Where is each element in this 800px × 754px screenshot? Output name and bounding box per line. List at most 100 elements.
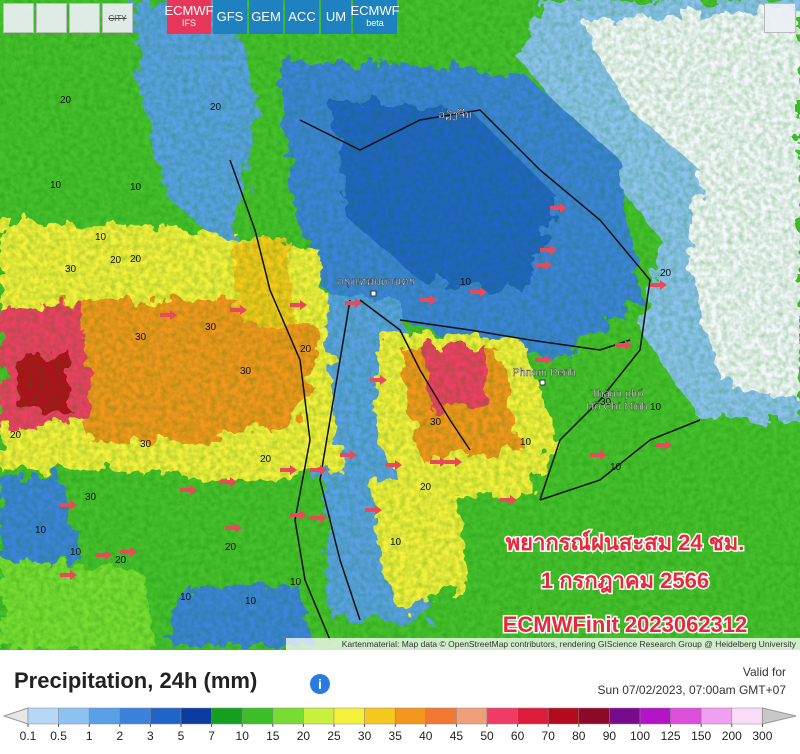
wind-arrow <box>230 305 247 315</box>
contour-label: 30 <box>85 492 97 503</box>
contour-label: 30 <box>430 417 442 428</box>
model-sublabel: IFS <box>181 18 196 28</box>
model-button[interactable]: ACC <box>285 0 319 34</box>
contour-label: 20 <box>10 430 22 441</box>
legend-title: Precipitation, 24h (mm) <box>14 668 257 693</box>
legend-swatch <box>150 707 182 725</box>
legend-tick-label: 60 <box>511 729 525 743</box>
contour-label: 30 <box>205 322 217 333</box>
legend-tick-label: 25 <box>327 729 341 743</box>
place-label: กรุงเทพมหานคร <box>337 276 415 288</box>
legend-tick-label: 35 <box>389 729 403 743</box>
model-button[interactable]: UM <box>321 0 351 34</box>
model-button[interactable]: ECMWF beta <box>350 0 400 34</box>
legend-tick-label: 100 <box>630 729 650 743</box>
model-label: ECMWF <box>350 3 400 18</box>
legend-tick-label: 3 <box>147 729 154 743</box>
legend-swatch <box>241 707 274 725</box>
legend-arrow-left <box>2 707 29 725</box>
contour-label: 20 <box>210 102 222 113</box>
model-button[interactable]: GFS <box>213 0 247 34</box>
wind-arrow <box>655 440 672 450</box>
legend-tick-label: 2 <box>116 729 123 743</box>
forecast-caption: ECMWFinit 2023062312 <box>503 612 748 637</box>
model-label: ACC <box>288 9 316 24</box>
wind-arrow <box>310 513 327 523</box>
wind-arrow <box>500 495 517 505</box>
forecast-caption: พยากรณ์ฝนสะสม 24 ชม. <box>506 530 745 555</box>
legend-tick-label: 45 <box>450 729 464 743</box>
contour-label: 10 <box>130 182 142 193</box>
forecast-caption: 1 กรกฎาคม 2566 <box>541 568 709 593</box>
contour-label: 10 <box>650 402 662 413</box>
info-icon-text: i <box>318 676 322 692</box>
legend-swatch <box>27 707 59 725</box>
share-button[interactable] <box>764 3 796 33</box>
tool-button[interactable] <box>36 3 67 33</box>
legend-swatch <box>639 707 671 725</box>
contour-label: 10 <box>180 592 192 603</box>
legend-tick-label: 70 <box>542 729 556 743</box>
wind-arrow <box>370 375 387 385</box>
valid-time: Sun 07/02/2023, 07:00am GMT+07 <box>598 683 787 697</box>
legend-panel: Precipitation, 24h (mm) i Valid for Sun … <box>0 650 800 749</box>
wind-arrow <box>220 477 237 487</box>
contour-label: 20 <box>300 344 312 355</box>
contour-label: 10 <box>70 547 82 558</box>
info-icon[interactable] <box>310 674 330 694</box>
wind-arrow <box>445 457 462 467</box>
legend-swatch <box>609 707 641 725</box>
tool-button[interactable] <box>3 3 34 33</box>
legend-swatch <box>88 707 121 725</box>
map: 20 10 10 20 10 20 30 20 30 30 30 20 30 20 30 20 10 10 20 30… <box>0 0 800 650</box>
legend-tick-label: 0.1 <box>20 729 37 743</box>
contour-label: 10 <box>610 462 622 473</box>
legend-tick-label: 300 <box>752 729 772 743</box>
wind-arrow <box>180 485 197 495</box>
wind-arrow <box>290 300 307 310</box>
contour-label: 20 <box>60 95 72 106</box>
contour-label: 20 <box>420 482 432 493</box>
city-dot <box>370 290 377 297</box>
legend-swatch <box>547 707 580 725</box>
contour-label: 20 <box>225 542 237 553</box>
contour-label: 10 <box>460 277 472 288</box>
legend-swatch <box>272 707 304 725</box>
contour-label: 30 <box>140 439 152 450</box>
wind-arrow <box>345 298 362 308</box>
tool-button[interactable] <box>69 3 100 33</box>
wind-arrow <box>550 203 567 213</box>
contour-label: 10 <box>35 525 47 536</box>
city-button[interactable]: CITY <box>102 3 133 33</box>
contour-label: 10 <box>95 232 107 243</box>
legend-arrow-right <box>761 707 797 725</box>
wind-arrow <box>310 465 327 475</box>
model-label: ECMWF <box>164 3 214 18</box>
legend-swatch <box>180 707 212 725</box>
contour-label: 20 <box>660 268 672 279</box>
legend-swatch <box>119 707 151 725</box>
model-label: GEM <box>251 9 281 24</box>
legend-tick-label: 10 <box>236 729 250 743</box>
legend-swatch <box>303 707 335 725</box>
wind-arrow <box>340 450 357 460</box>
wind-arrow <box>365 505 382 515</box>
legend-swatch <box>486 707 518 725</box>
legend-tick-label: 80 <box>572 729 586 743</box>
wind-arrow <box>535 355 552 365</box>
legend-swatch <box>211 707 243 725</box>
wind-arrow <box>60 570 77 580</box>
model-button[interactable]: GEM <box>249 0 283 34</box>
model-button[interactable]: ECMWF IFS <box>164 0 214 34</box>
legend-swatch <box>425 707 457 725</box>
contour-label: 10 <box>50 180 62 191</box>
wind-arrow <box>385 460 402 470</box>
legend-tick-label: 20 <box>297 729 311 743</box>
legend-swatch <box>456 707 488 725</box>
wind-arrow <box>60 500 77 510</box>
model-label: UM <box>325 9 347 24</box>
contour-label: 10 <box>245 596 257 607</box>
contour-label: 10 <box>520 437 532 448</box>
legend-swatch <box>700 707 733 725</box>
